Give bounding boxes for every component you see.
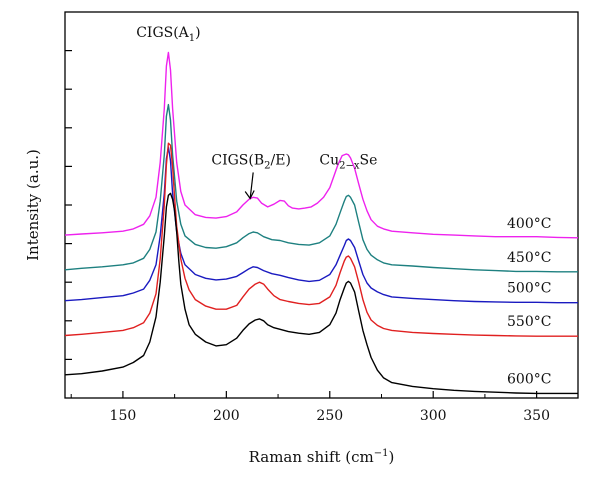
x-tick-label: 250 xyxy=(316,408,343,424)
annotation-layer: CIGS(A1) CIGS(B2/E) Cu2−xSe xyxy=(136,25,377,200)
series-line-2 xyxy=(64,103,578,273)
series-label-1: 400°C xyxy=(507,216,551,232)
series-label-2: 450°C xyxy=(507,250,551,266)
y-axis-title: Intensity (a.u.) xyxy=(24,149,42,261)
x-tick-label: 150 xyxy=(110,408,137,424)
plot-frame xyxy=(64,11,579,399)
series-label-3: 500°C xyxy=(507,281,551,297)
x-axis-title: Raman shift (cm−1) xyxy=(249,448,395,466)
series-line-5 xyxy=(64,192,578,395)
x-tick-label: 200 xyxy=(213,408,240,424)
series-layer xyxy=(64,51,579,395)
ticks-layer xyxy=(65,49,538,398)
peak-annotation-2: CIGS(B2/E) xyxy=(211,152,291,171)
annotation-arrow xyxy=(249,172,254,199)
series-label-5: 600°C xyxy=(507,371,551,387)
x-tick-label: 300 xyxy=(420,408,447,424)
series-line-1 xyxy=(64,51,579,239)
series-label-4: 550°C xyxy=(507,314,551,330)
annotation-arrow-head xyxy=(244,190,255,200)
series-line-4 xyxy=(64,142,578,337)
x-tick-label: 350 xyxy=(523,408,550,424)
labels-layer: 150 200 250 300 350 400°C 450°C 500°C 550°C 600°C xyxy=(110,216,552,424)
plot-border xyxy=(64,11,579,399)
peak-annotation-3: Cu2−xSe xyxy=(319,152,377,171)
peak-annotation-1: CIGS(A1) xyxy=(136,25,200,44)
